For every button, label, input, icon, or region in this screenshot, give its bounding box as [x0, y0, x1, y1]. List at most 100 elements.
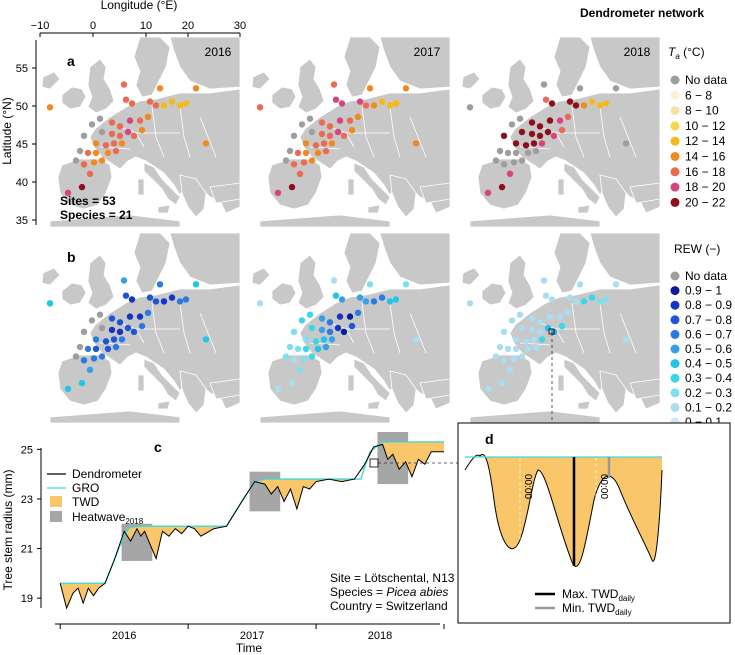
site-point — [302, 149, 310, 157]
site-point — [522, 338, 530, 345]
site-point — [102, 338, 110, 345]
legend-label: 0.6 − 0.7 — [685, 327, 732, 341]
site-point — [386, 102, 394, 109]
site-point — [528, 130, 536, 138]
site-point — [500, 132, 508, 139]
site-point — [362, 298, 370, 305]
site-point — [412, 140, 420, 147]
site-point — [116, 328, 124, 335]
site-point — [146, 294, 154, 301]
site-point — [340, 328, 348, 335]
site-point — [336, 117, 344, 124]
rew-map-2018 — [461, 233, 660, 423]
legend-swatch — [670, 197, 680, 207]
site-point — [88, 317, 96, 324]
legend-heatwave: Heatwave2018 — [72, 510, 144, 526]
site-point — [282, 353, 290, 360]
lat-tick-label: 35 — [16, 215, 28, 227]
site-point — [286, 343, 294, 351]
legend-label: 18 − 20 — [685, 180, 726, 194]
site-point — [336, 313, 344, 320]
site-point — [510, 355, 518, 362]
ta-map-2016 — [41, 37, 240, 227]
site-point — [602, 296, 610, 303]
site-point — [546, 117, 554, 124]
site-point — [308, 157, 316, 164]
legend-label: 0.8 − 0.9 — [685, 298, 732, 312]
site-point — [168, 294, 176, 301]
site-point — [108, 130, 116, 138]
y-tick-label: 25 — [21, 444, 33, 456]
site-point — [496, 147, 504, 155]
legend-gro: GRO — [72, 481, 99, 495]
site-point — [182, 296, 190, 303]
panel-d: d 00:00 00:00 Max. TWDdaily Min. TWDdail… — [457, 422, 731, 624]
legend-swatch — [670, 315, 680, 325]
lat-tick-label: 40 — [16, 177, 28, 189]
legend-dendrometer: Dendrometer — [72, 467, 142, 481]
site-point — [306, 115, 314, 122]
site-point — [102, 142, 110, 149]
site-point — [126, 313, 134, 320]
site-point — [92, 345, 100, 353]
legend-label: 10 − 12 — [685, 119, 726, 133]
site-point — [92, 149, 100, 157]
site-point — [518, 128, 526, 136]
x-tick-label: 2017 — [240, 630, 264, 642]
twd-area — [60, 441, 444, 609]
lon-tick-label: 0 — [90, 20, 96, 32]
site-point — [144, 113, 152, 121]
site-point — [508, 121, 516, 128]
site-point — [496, 343, 504, 351]
site-point — [96, 115, 104, 122]
site-point — [76, 147, 84, 155]
site-point — [312, 338, 320, 345]
legend-label: 0.9 − 1 — [685, 284, 722, 298]
site-point — [518, 157, 526, 164]
x-axis-label: Time — [236, 641, 263, 655]
site-point — [160, 298, 168, 305]
site-point — [542, 96, 550, 103]
site-point — [78, 379, 86, 387]
site-point — [572, 102, 580, 109]
legend-label: 0.1 − 0.2 — [685, 400, 732, 414]
site-point — [564, 113, 572, 121]
site-point — [392, 100, 400, 107]
heatwave-box-2017 — [249, 471, 281, 512]
site-point — [120, 277, 128, 284]
site-point — [282, 157, 290, 164]
legend-swatch — [670, 121, 680, 131]
site-point — [530, 336, 538, 343]
site-point — [328, 336, 336, 343]
site-point — [516, 311, 524, 318]
site-point — [202, 140, 210, 147]
site-point — [566, 98, 574, 105]
site-point — [192, 85, 200, 92]
site-point — [536, 328, 544, 335]
site-point — [498, 183, 506, 191]
figure-title: Dendrometer network — [580, 6, 704, 20]
site-point — [596, 298, 604, 305]
site-point — [136, 117, 144, 124]
site-point — [314, 149, 322, 157]
site-point — [508, 317, 516, 324]
rew-map-2016 — [41, 233, 240, 423]
site-point — [116, 132, 124, 139]
site-point — [596, 102, 604, 109]
site-point — [72, 157, 80, 164]
site-point — [540, 277, 548, 284]
site-point — [532, 147, 540, 155]
site-point — [330, 277, 338, 284]
site-point — [528, 315, 536, 322]
site-point — [528, 326, 536, 334]
legend-swatch — [670, 167, 680, 177]
panel-d-dendrometer-line — [464, 453, 663, 567]
legend-swatch — [670, 136, 680, 146]
site-point — [296, 170, 304, 177]
site-point — [500, 161, 508, 168]
site-point — [318, 119, 326, 126]
site-point — [588, 98, 596, 105]
lat-tick-label: 45 — [16, 139, 28, 151]
